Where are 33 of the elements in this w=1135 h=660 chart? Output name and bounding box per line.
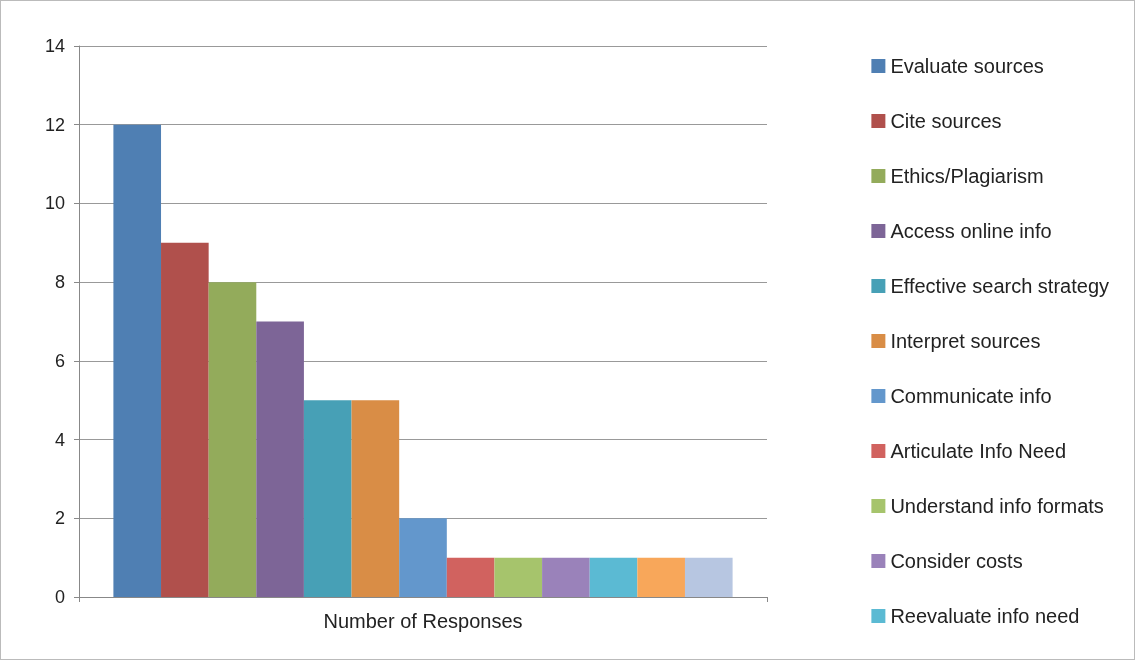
y-tick-label: 0 — [54, 587, 65, 607]
bar — [542, 557, 590, 597]
bar — [113, 124, 162, 597]
bar — [303, 400, 352, 597]
legend-label: Consider costs — [890, 550, 1023, 572]
bar — [494, 557, 543, 597]
y-tick-label: 4 — [54, 429, 65, 450]
legend-label: Reevaluate info need — [890, 605, 1080, 627]
y-tick-label: 2 — [54, 508, 65, 529]
bar — [637, 557, 685, 597]
y-tick-label: 6 — [54, 350, 65, 371]
bar — [351, 400, 400, 597]
legend-label: Access online info — [890, 220, 1052, 242]
x-tick-label: Number of Responses — [323, 610, 523, 632]
legend-label: Evaluate sources — [890, 55, 1044, 77]
legend-label: Effective search strategy — [890, 275, 1109, 297]
legend-label: Cite sources — [890, 110, 1002, 132]
legend-label: Interpret sources — [890, 330, 1041, 352]
bar — [684, 557, 733, 597]
bar — [446, 557, 495, 597]
legend-label: Ethics/Plagiarism — [890, 165, 1044, 187]
bar — [161, 242, 209, 597]
legend-label: Communicate info — [890, 385, 1052, 407]
y-tick-label: 14 — [44, 36, 65, 56]
bar — [256, 321, 304, 597]
y-tick-label: 8 — [54, 272, 65, 293]
bar — [208, 282, 257, 597]
bar — [589, 557, 638, 597]
legend-label: Articulate Info Need — [890, 440, 1067, 462]
y-tick-label: 10 — [44, 193, 65, 214]
y-tick-label: 12 — [44, 114, 65, 135]
bar — [399, 518, 447, 597]
legend-label: Understand info formats — [890, 495, 1104, 517]
